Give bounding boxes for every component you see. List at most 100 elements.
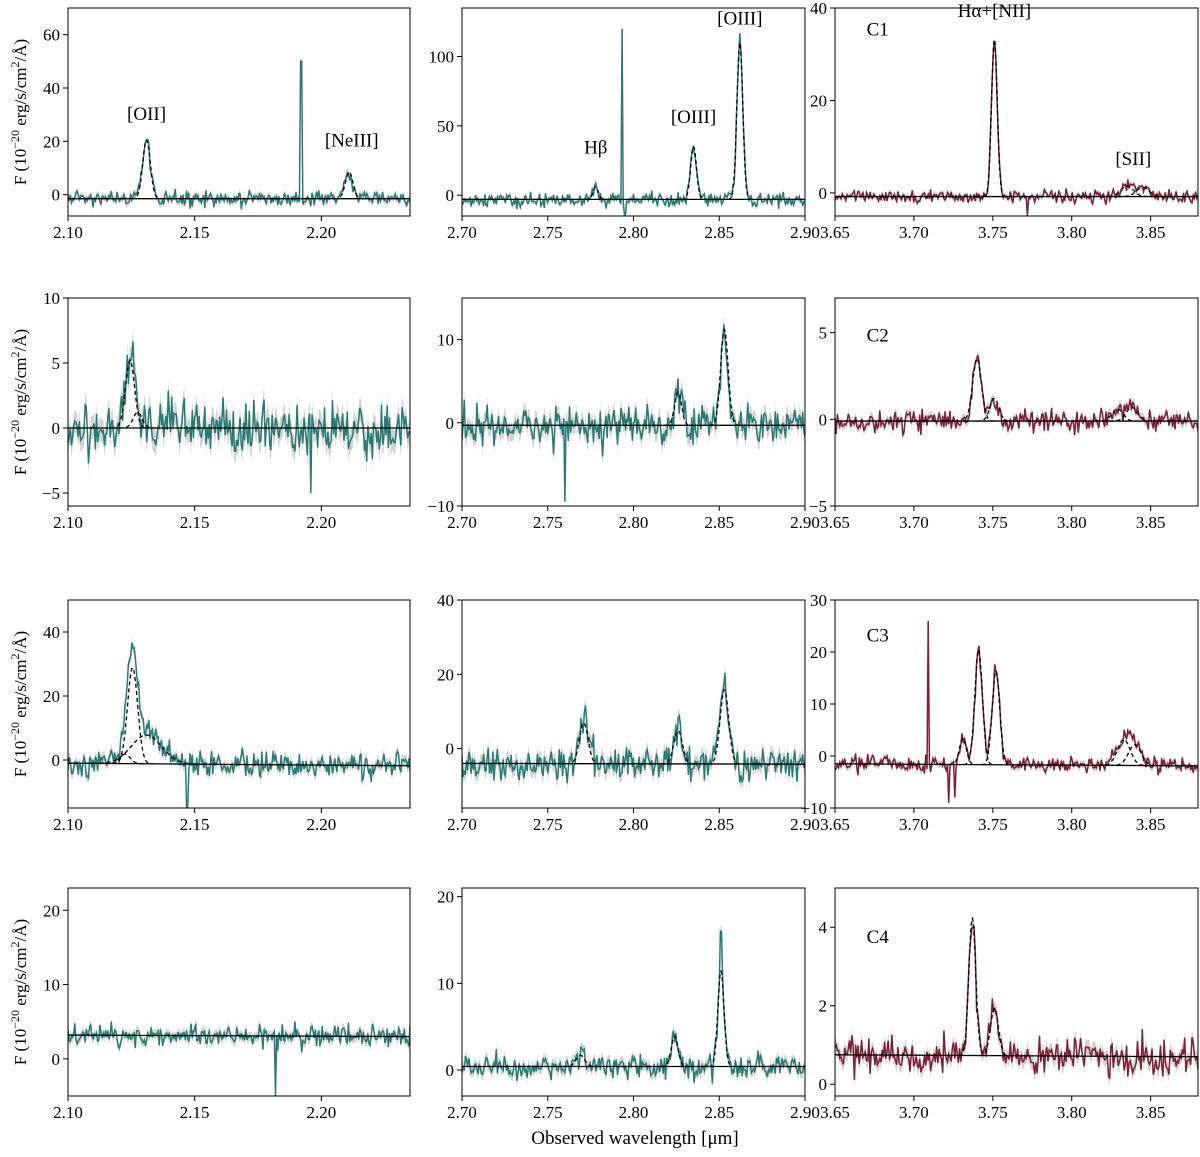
x-tick-label: 2.70 <box>447 223 477 242</box>
y-tick-label: 40 <box>437 591 454 610</box>
x-tick-label: 2.15 <box>180 223 210 242</box>
panel-frame <box>834 887 1199 1097</box>
panel-r3-c0: 0 10 20 2.10 2.15 2.20 F (10−20 erg/s/cm2/Å) <box>8 887 411 1122</box>
panel-r3-c2: 0 2 4 3.65 3.70 3.75 3.80 3.85 C4 <box>819 887 1199 1122</box>
line-label: C4 <box>867 927 890 948</box>
x-tick-label: 3.70 <box>899 513 929 532</box>
data-spectrum <box>68 642 410 808</box>
x-tick-label: 3.80 <box>1057 1103 1087 1122</box>
error-band <box>835 350 1198 440</box>
x-tick-label: 2.90 <box>790 815 820 834</box>
x-tick-label: 3.80 <box>1057 513 1087 532</box>
x-tick-label: 3.70 <box>899 815 929 834</box>
panel-content <box>68 1016 410 1096</box>
y-tick-label: 20 <box>43 687 60 706</box>
y-tick-label: 60 <box>43 26 60 45</box>
gaussian-component-0 <box>958 916 987 1057</box>
data-spectrum <box>835 40 1198 216</box>
x-tick-label: 3.80 <box>1057 223 1087 242</box>
y-tick-label: −10 <box>800 799 827 818</box>
y-tick-label: 0 <box>52 751 61 770</box>
gaussian-component-4 <box>1109 744 1161 767</box>
error-band <box>462 315 805 506</box>
gaussian-component-2 <box>728 40 752 200</box>
x-tick-label: 2.20 <box>306 1103 336 1122</box>
x-tick-label: 3.65 <box>820 1103 850 1122</box>
panel-content <box>835 37 1198 216</box>
gaussian-component-2 <box>708 969 734 1068</box>
x-tick-label: 2.15 <box>180 1103 210 1122</box>
continuum-line <box>68 762 410 767</box>
y-tick-label: 0 <box>446 186 455 205</box>
x-tick-label: 3.75 <box>978 223 1008 242</box>
gaussian-component-3 <box>1109 406 1154 422</box>
gaussian-component-0 <box>983 37 1006 198</box>
data-spectrum <box>462 672 805 784</box>
panel-content <box>462 925 805 1090</box>
x-tick-label: 3.75 <box>978 1103 1008 1122</box>
line-label: [OIII] <box>717 9 762 30</box>
x-tick-label: 2.70 <box>447 815 477 834</box>
line-label: [SII] <box>1115 149 1151 170</box>
y-tick-label: 20 <box>810 643 827 662</box>
y-tick-label: 40 <box>43 79 60 98</box>
x-tick-label: 2.15 <box>180 513 210 532</box>
gaussian-component-1 <box>660 1035 689 1068</box>
x-tick-label: 2.75 <box>533 513 563 532</box>
data-spectrum <box>462 930 805 1084</box>
continuum-line <box>835 1054 1198 1058</box>
y-tick-label: 20 <box>43 901 60 920</box>
data-spectrum <box>835 925 1198 1081</box>
y-tick-label: −5 <box>42 484 60 503</box>
x-tick-label: 3.70 <box>899 223 929 242</box>
panel-r1-c2: −5 0 5 3.65 3.70 3.75 3.80 3.85 C2 <box>809 297 1199 532</box>
y-axis-label: F (10−20 erg/s/cm2/Å) <box>8 329 30 475</box>
y-tick-label: 0 <box>819 410 828 429</box>
x-tick-label: 3.65 <box>820 815 850 834</box>
x-tick-label: 3.85 <box>1136 1103 1166 1122</box>
panel-frame <box>67 7 411 217</box>
panel-r3-c1: 0 10 20 2.70 2.75 2.80 2.85 2.90 <box>437 887 820 1122</box>
gaussian-component-0 <box>664 391 692 426</box>
x-tick-label: 2.10 <box>53 1103 83 1122</box>
panel-content <box>462 25 805 216</box>
continuum-line <box>835 763 1198 767</box>
line-label: [NeIII] <box>325 131 379 152</box>
gaussian-component-1 <box>1101 185 1153 198</box>
y-tick-label: 0 <box>819 1075 828 1094</box>
gaussian-component-2 <box>707 688 742 765</box>
panel-content <box>835 350 1198 440</box>
panel-r1-c1: −10 0 10 2.70 2.75 2.80 2.85 2.90 <box>427 297 820 532</box>
error-band <box>835 919 1198 1088</box>
y-tick-label: 0 <box>819 747 828 766</box>
panel-content <box>462 315 805 506</box>
x-tick-label: 2.80 <box>619 1103 649 1122</box>
line-label: C3 <box>867 626 889 647</box>
x-tick-label: 2.80 <box>619 223 649 242</box>
x-tick-label: 2.20 <box>306 513 336 532</box>
x-tick-label: 3.80 <box>1057 815 1087 834</box>
x-tick-label: 2.15 <box>180 815 210 834</box>
panel-r2-c2: −10 0 10 20 30 3.65 3.70 3.75 3.80 3.85 C3 <box>800 591 1199 834</box>
x-tick-label: 2.10 <box>53 513 83 532</box>
error-band <box>68 1016 410 1096</box>
gaussian-component-0 <box>949 737 977 766</box>
y-tick-label: 10 <box>437 974 454 993</box>
line-label: C1 <box>867 20 889 41</box>
data-spectrum <box>68 1021 410 1096</box>
x-tick-label: 2.20 <box>306 815 336 834</box>
error-band <box>462 925 805 1090</box>
continuum-line <box>462 762 805 765</box>
gaussian-component-1 <box>681 145 706 200</box>
y-axis-label: F (10−20 erg/s/cm2/Å) <box>8 39 30 185</box>
x-tick-label: 2.75 <box>533 815 563 834</box>
y-tick-label: 5 <box>819 324 828 343</box>
error-band <box>835 617 1198 807</box>
x-tick-label: 2.75 <box>533 1103 563 1122</box>
error-band <box>68 637 410 808</box>
y-tick-label: 10 <box>437 331 454 350</box>
panel-content <box>835 916 1198 1088</box>
x-tick-label: 3.65 <box>820 223 850 242</box>
y-tick-label: 20 <box>437 888 454 907</box>
